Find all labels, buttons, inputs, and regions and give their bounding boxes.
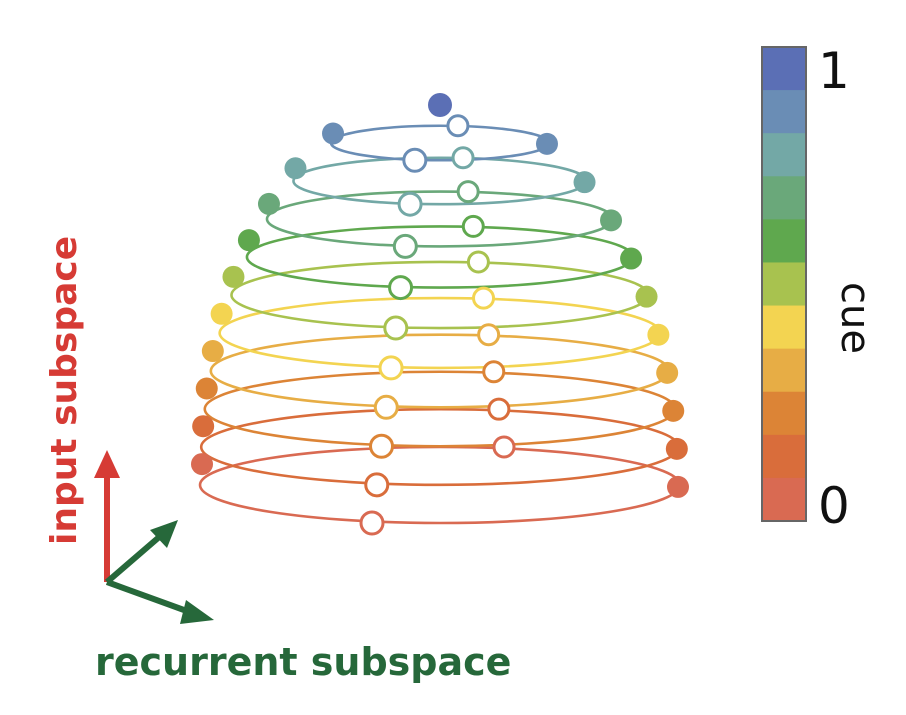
ring-5-right-dot — [647, 323, 670, 346]
recurrent-axis-arrowhead-depth — [150, 520, 178, 548]
ring-7-back-dot — [461, 214, 485, 238]
ring-10-front-dot — [402, 147, 428, 173]
ring-9-front-dot — [397, 191, 423, 217]
ring-6-front-dot — [383, 315, 409, 341]
colorbar-title: cue — [832, 282, 878, 354]
ring-7-right-dot — [620, 247, 643, 270]
ring-1-front-dot — [359, 510, 385, 536]
ring-8-right-dot — [600, 209, 623, 232]
colorbar-segment — [762, 434, 806, 479]
input-axis-arrowhead — [94, 450, 120, 478]
ring-9-back-dot — [451, 146, 475, 170]
colorbar-min-label: 0 — [818, 477, 850, 535]
ring-4-back-dot — [477, 323, 501, 347]
ring-4-left-dot — [201, 340, 224, 363]
rings-layer — [198, 124, 682, 525]
colorbar-max-label: 1 — [818, 42, 850, 100]
ring-7-front-dot — [388, 275, 414, 301]
ring-1-back-dot — [492, 435, 516, 459]
colorbar-segment — [762, 348, 806, 393]
ring-6 — [230, 260, 650, 330]
ring-2-back-dot — [487, 397, 511, 421]
ring-1-right-dot — [667, 475, 689, 498]
colorbar-segment — [762, 305, 806, 350]
ring-8-left-dot — [257, 192, 280, 215]
ring-10-back-dot — [446, 114, 470, 138]
ring-7-left-dot — [237, 229, 260, 252]
ring-6-right-dot — [635, 285, 658, 308]
recurrent-subspace-label: recurrent subspace — [95, 640, 511, 684]
colorbar-segment — [762, 90, 806, 134]
ring-3-left-dot — [195, 377, 218, 400]
axes-arrows — [94, 450, 214, 624]
colorbar-segment — [762, 391, 806, 436]
ring-9-left-dot — [284, 157, 307, 180]
colorbar-segment — [762, 219, 806, 264]
colorbar-segment — [762, 477, 806, 522]
apex-dot — [428, 93, 452, 117]
ring-9-right-dot — [573, 171, 596, 194]
ring-6-left-dot — [222, 265, 245, 288]
recurrent-axis-arrowhead-horizontal — [180, 600, 214, 624]
ring-9 — [292, 156, 588, 206]
ring-5-front-dot — [378, 355, 404, 381]
ring-6-back-dot — [466, 250, 490, 274]
colorbar-segment — [762, 176, 806, 220]
ring-2-front-dot — [364, 472, 390, 498]
ring-2-right-dot — [665, 437, 688, 460]
ring-10 — [329, 124, 551, 162]
ring-10-right-dot — [535, 132, 558, 155]
ring-4-right-dot — [656, 361, 679, 384]
ring-4-front-dot — [373, 394, 399, 420]
ring-10-left-dot — [322, 122, 345, 145]
ring-3-right-dot — [662, 399, 685, 422]
colorbar-segment — [762, 133, 806, 177]
recurrent-axis-arrow-depth — [105, 529, 167, 585]
recurrent-axis-arrow-horizontal — [105, 579, 197, 617]
colorbar-segment — [762, 262, 806, 307]
ring-5-back-dot — [472, 286, 496, 310]
colorbar-frame — [761, 46, 807, 522]
ring-8-back-dot — [456, 180, 480, 204]
ring-3-back-dot — [482, 360, 506, 384]
ring-3-front-dot — [369, 433, 395, 459]
dots-layer — [191, 93, 689, 536]
ring-8 — [265, 190, 615, 248]
colorbar-segment — [762, 47, 806, 91]
ring-5 — [218, 296, 662, 370]
ring-8-front-dot — [392, 233, 418, 259]
colorbar — [761, 46, 807, 522]
ring-5-left-dot — [210, 302, 233, 325]
ring-2-left-dot — [192, 415, 215, 438]
ring-1-left-dot — [191, 453, 213, 476]
input-subspace-label: input subspace — [44, 236, 85, 545]
